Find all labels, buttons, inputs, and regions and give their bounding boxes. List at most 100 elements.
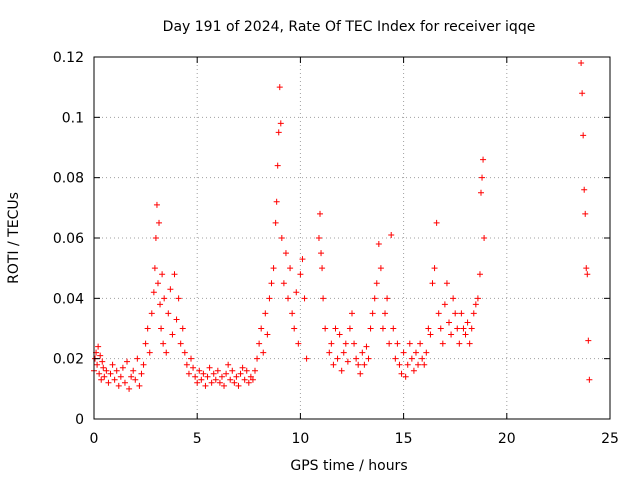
data-point xyxy=(237,370,244,377)
data-point xyxy=(369,310,376,317)
data-point xyxy=(233,373,240,380)
x-tick-label: 10 xyxy=(291,431,309,447)
data-point xyxy=(466,340,473,347)
data-point xyxy=(454,325,461,332)
data-point xyxy=(462,331,469,338)
data-point xyxy=(351,340,358,347)
data-point xyxy=(363,343,370,350)
data-point xyxy=(113,367,120,374)
data-point xyxy=(359,349,366,356)
data-point xyxy=(136,382,143,389)
data-point xyxy=(258,325,265,332)
data-point xyxy=(185,370,192,377)
data-point xyxy=(423,349,430,356)
data-point xyxy=(210,370,217,377)
data-point xyxy=(154,280,161,287)
data-point xyxy=(274,162,281,169)
data-point xyxy=(456,340,463,347)
data-point xyxy=(200,370,207,377)
data-point xyxy=(128,373,135,380)
data-point xyxy=(171,271,178,278)
data-point xyxy=(165,310,172,317)
data-point xyxy=(404,361,411,368)
data-point xyxy=(190,364,197,371)
data-point xyxy=(289,310,296,317)
data-point xyxy=(146,349,153,356)
data-point xyxy=(450,295,457,302)
data-point xyxy=(227,376,234,383)
data-point xyxy=(148,310,155,317)
data-point xyxy=(340,349,347,356)
data-point xyxy=(371,295,378,302)
data-point xyxy=(251,367,258,374)
data-point xyxy=(221,382,228,389)
data-point xyxy=(157,301,164,308)
data-point xyxy=(204,373,211,380)
data-point xyxy=(196,367,203,374)
data-point xyxy=(406,340,413,347)
data-point xyxy=(130,367,137,374)
data-point xyxy=(285,295,292,302)
data-point xyxy=(410,367,417,374)
data-point xyxy=(353,355,360,362)
data-point xyxy=(282,250,289,257)
y-tick-label: 0.12 xyxy=(53,50,84,66)
data-point xyxy=(206,364,213,371)
data-point xyxy=(153,201,160,208)
data-point xyxy=(188,355,195,362)
data-point xyxy=(458,310,465,317)
data-point xyxy=(480,156,487,163)
data-point xyxy=(470,310,477,317)
data-point xyxy=(126,385,133,392)
data-point xyxy=(402,373,409,380)
data-point xyxy=(100,364,107,371)
data-point xyxy=(586,376,593,383)
data-point xyxy=(367,325,374,332)
data-point xyxy=(156,219,163,226)
data-point xyxy=(439,340,446,347)
data-point xyxy=(273,198,280,205)
data-point xyxy=(132,376,139,383)
data-point xyxy=(295,340,302,347)
data-point xyxy=(583,265,590,272)
data-point xyxy=(328,340,335,347)
data-point xyxy=(476,271,483,278)
data-point xyxy=(398,370,405,377)
data-point xyxy=(388,231,395,238)
data-point xyxy=(408,355,415,362)
data-point xyxy=(581,186,588,193)
data-point xyxy=(119,364,126,371)
data-point xyxy=(320,295,327,302)
data-point xyxy=(181,349,188,356)
data-point xyxy=(241,376,248,383)
data-point xyxy=(175,295,182,302)
data-point xyxy=(262,310,269,317)
plot-frame xyxy=(93,56,611,420)
data-point xyxy=(134,355,141,362)
data-point xyxy=(194,379,201,386)
data-point xyxy=(377,265,384,272)
data-point xyxy=(384,295,391,302)
data-point xyxy=(317,210,324,217)
data-point xyxy=(214,367,221,374)
data-point xyxy=(460,325,467,332)
x-ticks: 0 5 10 15 20 25 xyxy=(90,57,619,447)
y-tick-label: 0.06 xyxy=(53,231,84,247)
data-point xyxy=(349,310,355,317)
y-tick-label: 0.04 xyxy=(53,291,84,307)
data-point xyxy=(446,319,453,326)
data-point xyxy=(326,349,333,356)
y-ticks: 0 0.02 0.04 0.06 0.08 0.1 0.12 xyxy=(53,50,610,428)
data-point xyxy=(287,265,294,272)
data-point xyxy=(152,235,159,241)
data-point xyxy=(421,361,428,368)
data-point xyxy=(115,382,122,389)
data-point xyxy=(254,355,261,362)
data-point xyxy=(318,250,325,257)
data-point xyxy=(229,367,236,374)
data-point xyxy=(382,310,389,317)
data-point xyxy=(474,295,481,302)
data-point xyxy=(441,301,448,308)
data-point xyxy=(435,310,442,317)
data-point xyxy=(121,379,128,386)
